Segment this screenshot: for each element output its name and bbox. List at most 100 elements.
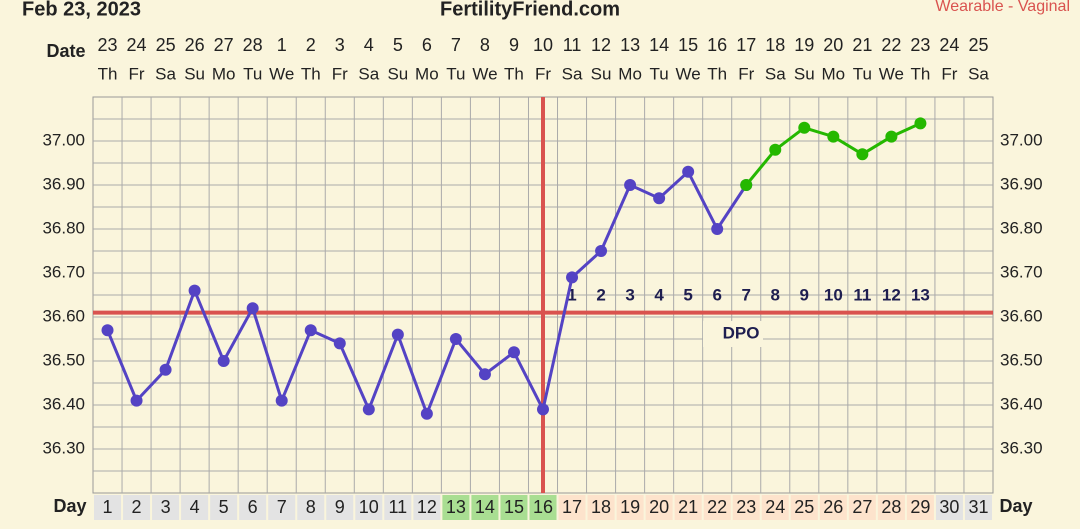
- day-label: 30: [939, 497, 959, 517]
- dpo-label: 3: [625, 285, 634, 304]
- weekday-label: Sa: [155, 64, 176, 83]
- day-label: 2: [132, 497, 142, 517]
- y-tick-label: 36.50: [42, 350, 85, 369]
- day-cell: [761, 495, 789, 520]
- data-point: [682, 165, 695, 178]
- y-tick-label: 36.30: [42, 438, 85, 457]
- day-cell: [355, 495, 383, 520]
- day-label: 29: [910, 497, 930, 517]
- dpo-label: 12: [882, 285, 901, 304]
- day-label-right: Day: [999, 496, 1032, 516]
- date-label: 22: [881, 35, 901, 55]
- data-point: [769, 143, 782, 156]
- weekday-label: Fr: [535, 64, 551, 83]
- weekday-label: We: [472, 64, 497, 83]
- date-label: 25: [968, 35, 988, 55]
- y-tick-label: 36.80: [42, 218, 85, 237]
- weekday-label: Tu: [650, 64, 669, 83]
- day-label: 18: [591, 497, 611, 517]
- date-label: 12: [591, 35, 611, 55]
- day-cell: [94, 495, 122, 520]
- day-cell: [848, 495, 876, 520]
- day-label: 1: [103, 497, 113, 517]
- weekday-label: Th: [910, 64, 930, 83]
- data-point: [914, 117, 927, 130]
- data-point: [449, 333, 462, 345]
- dpo-label: 5: [683, 285, 692, 304]
- day-label: 31: [968, 497, 988, 517]
- y-tick-label: 37.00: [42, 130, 85, 149]
- data-point: [827, 130, 840, 143]
- date-label: 19: [794, 35, 814, 55]
- day-cell: [268, 495, 296, 520]
- dpo-title: DPO: [723, 323, 760, 342]
- day-cell: [471, 495, 499, 520]
- date-label: 6: [422, 35, 432, 55]
- data-point: [304, 324, 317, 337]
- day-cell: [616, 495, 644, 520]
- day-cell: [877, 495, 905, 520]
- date-label: 23: [910, 35, 930, 55]
- weekday-label: Th: [504, 64, 524, 83]
- day-label: 9: [335, 497, 345, 517]
- day-cell: [500, 495, 528, 520]
- data-point: [537, 403, 549, 416]
- weekday-label: Sa: [562, 64, 583, 83]
- day-cell: [442, 495, 470, 520]
- day-label: 17: [562, 497, 582, 517]
- day-label: 27: [852, 497, 872, 517]
- data-point: [856, 148, 869, 161]
- day-label: 22: [707, 497, 727, 517]
- weekday-label: Su: [794, 64, 815, 83]
- day-label: 23: [736, 497, 756, 517]
- date-label: 13: [620, 35, 640, 55]
- day-label: 5: [219, 497, 229, 517]
- data-point: [420, 407, 433, 420]
- dpo-label: 8: [771, 285, 780, 304]
- y-tick-label-right: 36.40: [1000, 394, 1043, 413]
- chart-title: Feb 23, 2023: [22, 0, 141, 20]
- date-label: 10: [533, 35, 553, 55]
- weekday-label: Sa: [765, 64, 786, 83]
- y-tick-label-right: 36.50: [1000, 350, 1043, 369]
- y-tick-label-right: 36.30: [1000, 438, 1043, 457]
- data-point: [159, 363, 172, 376]
- day-cell: [645, 495, 673, 520]
- y-tick-label-right: 36.80: [1000, 218, 1043, 237]
- data-point: [246, 302, 259, 315]
- date-label: 15: [678, 35, 698, 55]
- y-tick-label: 36.70: [42, 262, 85, 281]
- day-cell: [152, 495, 180, 520]
- dpo-box: [703, 321, 763, 347]
- weekday-label: Fr: [332, 64, 348, 83]
- y-tick-label: 36.60: [42, 306, 85, 325]
- day-cell: [790, 495, 818, 520]
- data-point: [624, 179, 637, 191]
- weekday-label: Mo: [822, 64, 846, 83]
- day-cell: [326, 495, 354, 520]
- day-label: 11: [388, 497, 407, 517]
- data-point: [507, 346, 520, 359]
- dpo-label: 9: [800, 285, 809, 304]
- date-label: 27: [214, 35, 234, 55]
- day-label: 15: [504, 497, 524, 517]
- day-label: 14: [475, 497, 495, 517]
- day-cell: [239, 495, 267, 520]
- site-name: FertilityFriend.com: [440, 0, 620, 20]
- date-label: 5: [393, 35, 403, 55]
- date-label: 24: [127, 35, 147, 55]
- day-label: 24: [765, 497, 785, 517]
- day-label: 8: [306, 497, 316, 517]
- weekday-label: Sa: [358, 64, 379, 83]
- weekday-label: Tu: [853, 64, 872, 83]
- day-label: 28: [881, 497, 901, 517]
- date-label: 8: [480, 35, 490, 55]
- weekday-label: Tu: [446, 64, 465, 83]
- subtitle: Wearable - Vaginal: [935, 0, 1070, 15]
- day-label: 25: [794, 497, 814, 517]
- day-cell: [819, 495, 847, 520]
- day-label: 26: [823, 497, 843, 517]
- day-cell: [587, 495, 615, 520]
- weekday-label: We: [269, 64, 294, 83]
